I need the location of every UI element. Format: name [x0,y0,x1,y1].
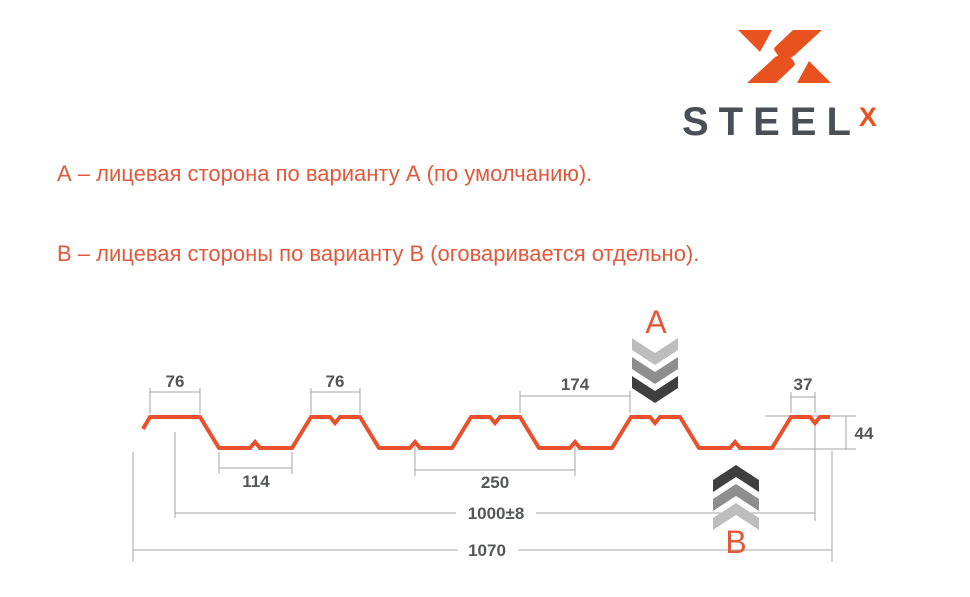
brand-name: STEEL [682,100,861,144]
dim-label-crest-top-2: 76 [326,372,345,391]
variant-a-marker: A [632,304,678,403]
variant-b-label: B [725,524,746,560]
dim-label-full-width: 1070 [468,541,506,560]
dim-label-crest-top-1: 76 [166,372,185,391]
note-variant-a: А – лицевая сторона по варианту А (по ум… [57,161,593,186]
dim-label-cover-width: 1000±8 [468,504,525,523]
steelx-x-logo-icon [738,30,831,83]
brand-wordmark: STEELX [682,100,879,145]
variant-a-label: A [645,304,667,340]
dim-label-crest-gap: 174 [561,375,590,394]
dim-label-height: 44 [855,424,874,443]
variant-b-marker: B [713,465,759,560]
brand-sup-x: X [858,102,877,132]
sheet-profile-outline [141,415,830,450]
note-variant-b: В – лицевая стороны по варианту В (огова… [57,241,700,266]
dim-label-valley-bottom: 114 [242,472,270,491]
brand-logo: STEELX [680,0,910,150]
dim-label-edge-overlap: 37 [794,375,813,394]
dimension-lines [132,388,856,562]
variant-a-chevrons-down-icon [632,338,678,403]
variant-b-chevrons-up-icon [713,465,759,530]
dim-label-rib-pitch: 250 [481,473,509,492]
